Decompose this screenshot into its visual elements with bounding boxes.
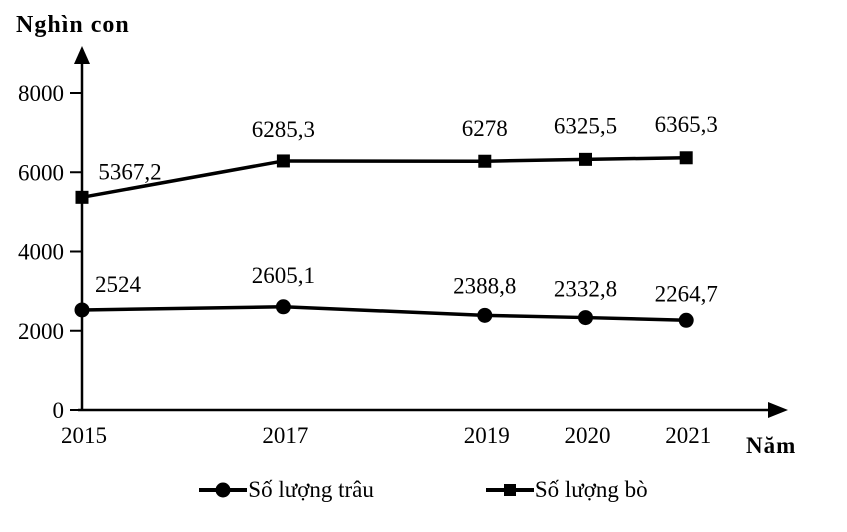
- data-point-label: 6325,5: [554, 113, 617, 138]
- x-tick-label: 2017: [262, 423, 308, 448]
- square-point-marker: [579, 152, 592, 166]
- data-point-label: 6365,3: [655, 112, 718, 137]
- circle-marker-icon: [215, 482, 231, 498]
- data-point-label: 6278: [462, 116, 508, 141]
- y-axis-arrow-icon: [74, 46, 90, 64]
- circle-point-marker: [275, 299, 291, 315]
- square-marker-icon: [503, 484, 516, 496]
- square-point-marker: [276, 154, 290, 168]
- y-tick-label: 2000: [18, 319, 64, 344]
- y-tick-label: 6000: [18, 160, 64, 185]
- legend-label-bo: Số lượng bò: [534, 477, 648, 502]
- data-point-label: 2332,8: [554, 277, 617, 302]
- circle-point-marker: [74, 302, 90, 318]
- y-tick-label: 4000: [18, 240, 64, 265]
- legend: Số lượng trâu Số lượng bò: [0, 477, 847, 503]
- data-point-label: 2524: [95, 272, 142, 297]
- data-point-label: 2605,1: [252, 263, 315, 288]
- legend-item-trau: Số lượng trâu: [199, 477, 374, 503]
- circle-point-marker: [477, 307, 493, 323]
- square-point-marker: [478, 154, 492, 168]
- data-point-label: 5367,2: [98, 159, 161, 184]
- circle-line-marker-icon: [199, 482, 248, 498]
- series-line-0: [81, 305, 687, 323]
- square-point-marker: [679, 151, 693, 165]
- y-tick-label: 0: [53, 398, 65, 423]
- data-point-label: 2388,8: [453, 273, 516, 298]
- x-axis-arrow-icon: [768, 402, 788, 418]
- circle-point-marker: [578, 310, 593, 326]
- data-point-label: 6285,3: [252, 117, 315, 142]
- square-point-marker: [75, 190, 89, 204]
- x-tick-label: 2020: [565, 423, 611, 448]
- y-tick-label: 8000: [18, 81, 64, 106]
- legend-item-bo: Số lượng bò: [485, 477, 648, 503]
- x-tick-label: 2015: [61, 423, 107, 448]
- x-tick-label: 2021: [665, 423, 711, 448]
- x-axis-title: Năm: [746, 433, 797, 458]
- legend-label-trau: Số lượng trâu: [248, 477, 374, 502]
- square-line-marker-icon: [485, 482, 534, 498]
- y-axis-title: Nghìn con: [16, 12, 130, 38]
- x-tick-label: 2019: [464, 423, 510, 448]
- series-line-1: [81, 156, 687, 200]
- data-point-label: 2264,7: [655, 281, 718, 306]
- circle-point-marker: [678, 312, 694, 328]
